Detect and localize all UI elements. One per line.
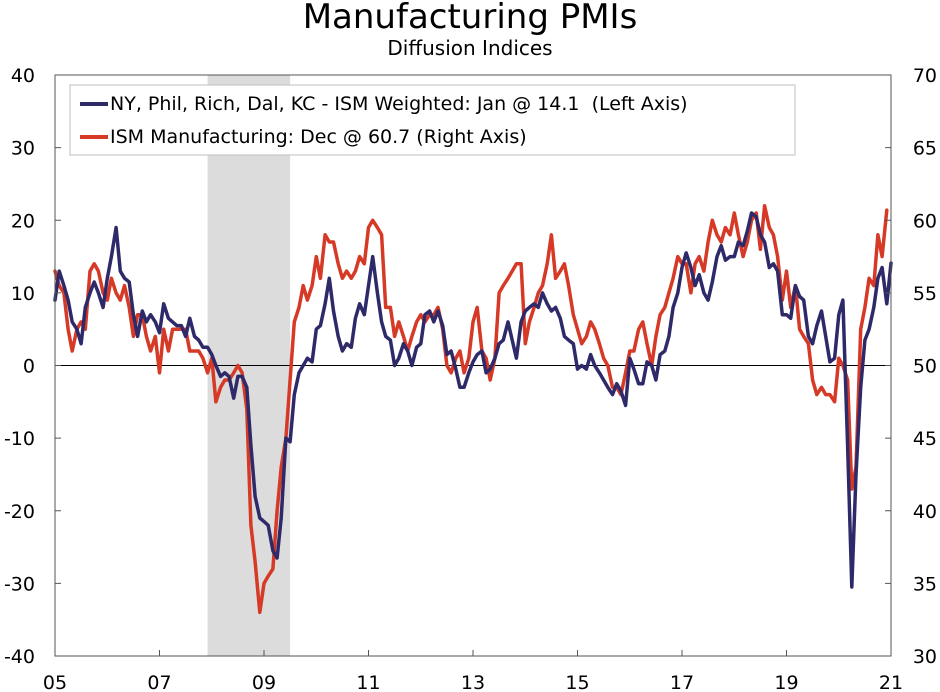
right-tick-label: 45 bbox=[913, 428, 937, 450]
x-tick-label: 17 bbox=[670, 672, 694, 692]
left-tick-label: 20 bbox=[11, 210, 35, 232]
left-tick-label: -10 bbox=[4, 428, 35, 450]
left-tick-label: 0 bbox=[23, 356, 35, 378]
left-tick-label: -40 bbox=[4, 646, 35, 668]
left-tick-label: 40 bbox=[11, 65, 35, 87]
legend-label-ism: ISM Manufacturing: Dec @ 60.7 (Right Axi… bbox=[110, 126, 527, 148]
left-tick-label: -20 bbox=[4, 501, 35, 523]
left-tick-label: 30 bbox=[11, 138, 35, 160]
right-tick-label: 70 bbox=[913, 65, 937, 87]
series-line-regional bbox=[53, 211, 893, 589]
x-tick-label: 15 bbox=[565, 672, 589, 692]
right-tick-label: 65 bbox=[913, 138, 937, 160]
right-tick-label: 35 bbox=[913, 573, 937, 595]
x-tick-label: 11 bbox=[356, 672, 380, 692]
series-line-ism bbox=[53, 203, 889, 615]
x-tick-label: 09 bbox=[252, 672, 276, 692]
chart-subtitle: Diffusion Indices bbox=[387, 36, 552, 60]
right-tick-label: 30 bbox=[913, 646, 937, 668]
ticks-layer: -40 -30 -20 -10 0 10 20 30 40 30 35 40 45 50 55 60 65 70 0… bbox=[4, 65, 937, 692]
series-layer bbox=[53, 203, 893, 615]
legend-box bbox=[69, 84, 796, 156]
x-tick-label: 19 bbox=[774, 672, 798, 692]
right-tick-label: 55 bbox=[913, 283, 937, 305]
x-tick-label: 05 bbox=[43, 672, 67, 692]
right-tick-label: 60 bbox=[913, 210, 937, 232]
left-tick-label: -30 bbox=[4, 573, 35, 595]
right-tick-label: 50 bbox=[913, 356, 937, 378]
legend: NY, Phil, Rich, Dal, KC - ISM Weighted: … bbox=[69, 84, 796, 156]
x-tick-label: 13 bbox=[461, 672, 485, 692]
right-tick-label: 40 bbox=[913, 501, 937, 523]
x-tick-label: 07 bbox=[147, 672, 171, 692]
legend-label-regional: NY, Phil, Rich, Dal, KC - ISM Weighted: … bbox=[110, 93, 688, 115]
chart-title: Manufacturing PMIs bbox=[303, 0, 638, 37]
left-tick-label: 10 bbox=[11, 283, 35, 305]
x-tick-label: 21 bbox=[879, 672, 903, 692]
